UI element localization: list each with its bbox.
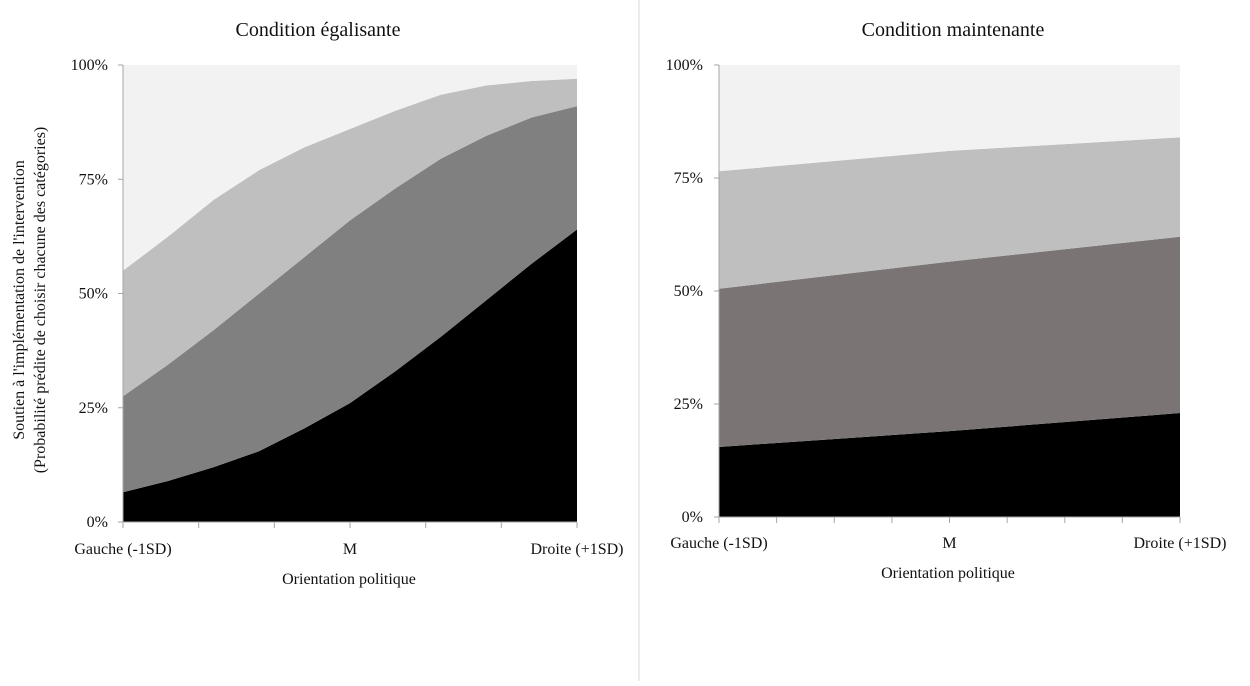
chart-right: Condition maintenante Gauche (-1SD) M Droi… (666, 19, 1227, 582)
chart-right-x-tick-label: Gauche (-1SD) (670, 535, 767, 552)
chart-right-y-tick-label: 100% (666, 57, 703, 74)
chart-right-area-2 (719, 236, 1180, 447)
chart-left-area-1 (123, 229, 577, 522)
chart-left-y-tick-label: 50% (79, 286, 108, 303)
chart-left-x-tick-label: Gauche (-1SD) (74, 541, 171, 558)
chart-right-y-tick-label: 50% (674, 283, 703, 300)
chart-left-xlabel: Orientation politique (282, 571, 416, 588)
chart-left-y-tick-label: 25% (79, 400, 108, 417)
chart-right-areas (719, 65, 1180, 517)
chart-left-y-tick-label: 100% (71, 57, 108, 74)
chart-right-xlabel: Orientation politique (881, 565, 1015, 582)
chart-right-y-tick-label: 75% (674, 170, 703, 187)
chart-left-ylabel: Soutien à l'implémentation de l'interven… (11, 160, 28, 439)
chart-left-area-3 (123, 78, 577, 397)
chart-left-title: Condition égalisante (236, 19, 401, 41)
chart-right-x-tick-label: M (942, 535, 956, 552)
chart-right-area-4 (719, 65, 1180, 172)
chart-right-title: Condition maintenante (862, 19, 1045, 41)
chart-left-area-4 (123, 65, 577, 271)
chart-right-x-tick-label: Droite (+1SD) (1133, 535, 1226, 552)
chart-left-areas (123, 65, 577, 522)
chart-left: Condition égalisante Gauche (-1SD) M Droit… (11, 19, 624, 588)
chart-right-axes: Gauche (-1SD) M Droite (+1SD) 0% 25% 50% 75% 10… (666, 57, 1227, 552)
chart-left-y-tick-label: 75% (79, 171, 108, 188)
chart-left-area-2 (123, 106, 577, 493)
chart-right-area-3 (719, 137, 1180, 289)
chart-left-y-tick-label: 0% (87, 514, 108, 531)
chart-right-y-tick-label: 25% (674, 396, 703, 413)
chart-left-x-tick-label: Droite (+1SD) (530, 541, 623, 558)
chart-left-x-tick-label: M (343, 541, 357, 558)
chart-left-axes: Gauche (-1SD) M Droite (+1SD) 0% 25% 50% 75% 10… (71, 57, 624, 558)
chart-right-y-tick-label: 0% (682, 509, 703, 526)
chart-left-ylabel-sub: (Probabilité prédite de choisir chacune … (32, 127, 49, 474)
